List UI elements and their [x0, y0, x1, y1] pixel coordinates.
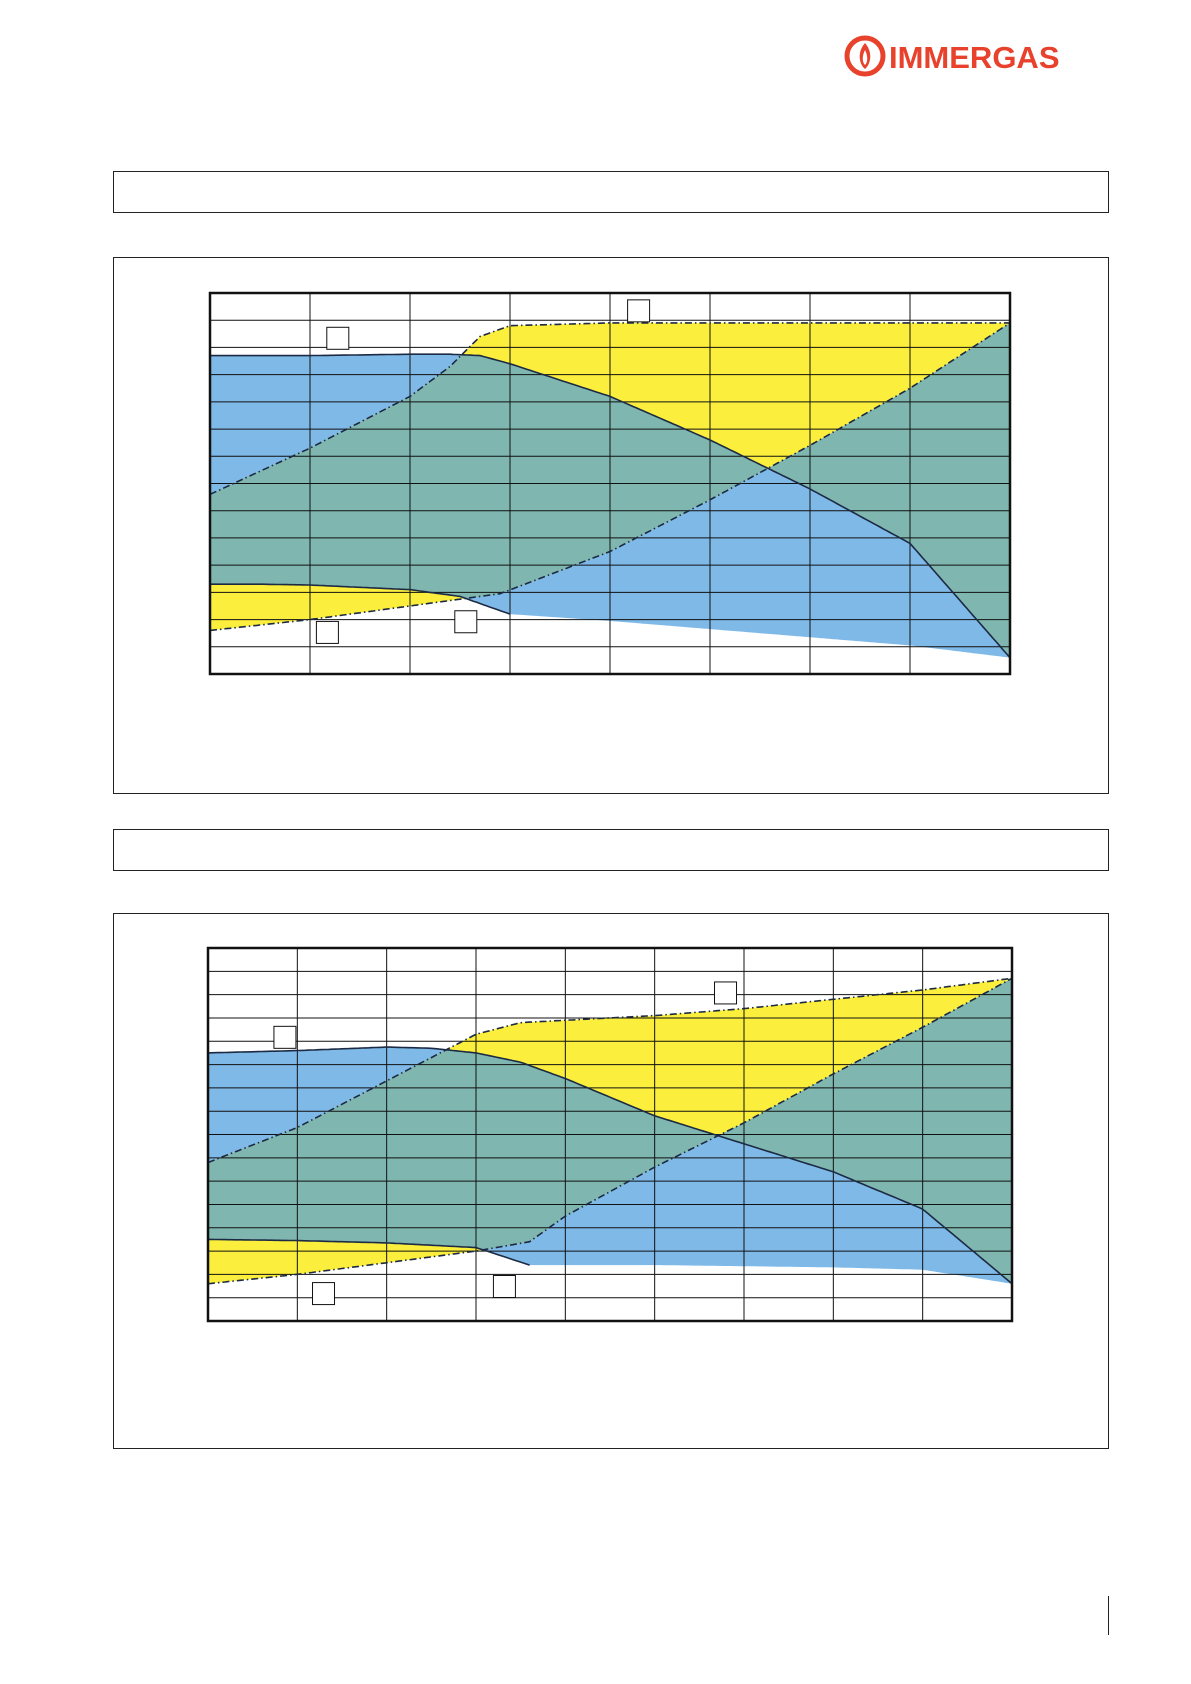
chart-grid	[210, 293, 1010, 674]
yellow-lower-dashdot-curve	[209, 322, 1011, 632]
page-edge-rule	[1108, 1596, 1109, 1635]
curve-label-box	[454, 610, 478, 634]
curve-label-box	[273, 1025, 297, 1049]
overlap-area	[208, 978, 1012, 1284]
section-title-box-2	[113, 829, 1109, 871]
yellow-lower-dashdot-curve	[207, 977, 1013, 1285]
section-title-box-1	[113, 171, 1109, 213]
plot-frame	[208, 291, 1012, 676]
curve-label-box	[326, 326, 350, 350]
immergas-logo: IMMERGAS	[843, 34, 1113, 78]
min-speed-curve	[208, 1238, 530, 1266]
max-speed-curve	[210, 353, 1011, 659]
min-speed-curve	[210, 583, 511, 615]
pump-performance-chart-1	[208, 291, 1012, 676]
curve-label-box	[492, 1274, 516, 1298]
max-speed-curve	[207, 1046, 1013, 1285]
chart-panel-2	[113, 913, 1109, 1449]
curve-label-box	[312, 1282, 336, 1306]
curve-label-box	[627, 299, 651, 323]
brand-wordmark: IMMERGAS	[889, 40, 1060, 75]
chart-grid	[208, 948, 1012, 1321]
yellow-upper-dashdot-curve	[209, 322, 1010, 496]
curve-label-box	[315, 620, 339, 644]
curve-label-box	[714, 981, 738, 1005]
plot-frame	[206, 946, 1014, 1323]
chart-panel-1	[113, 257, 1109, 794]
yellow-upper-dashdot-curve	[207, 977, 1013, 1164]
pump-performance-chart-2	[206, 946, 1014, 1323]
flame-icon	[844, 35, 886, 77]
